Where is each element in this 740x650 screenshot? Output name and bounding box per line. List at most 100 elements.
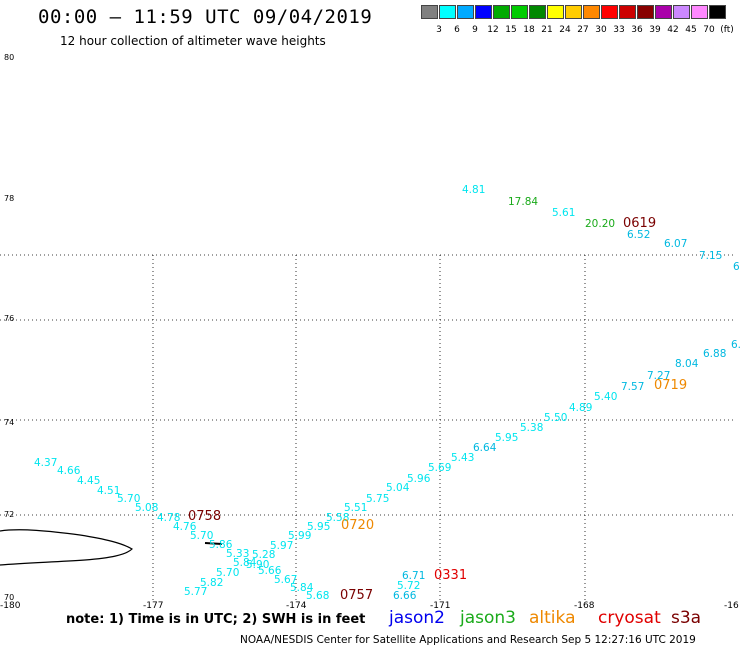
footnote: note: 1) Time is in UTC; 2) SWH is in fe…: [66, 612, 366, 627]
wave-height-value: 6.: [731, 339, 740, 351]
coastline-fragment: [204, 542, 223, 545]
color-swatch: [547, 5, 564, 19]
wave-height-value: 4.51: [97, 485, 121, 497]
color-scale-tick: 15: [505, 25, 517, 35]
wave-height-value: 5.70: [117, 493, 141, 505]
color-swatch: [511, 5, 528, 19]
color-scale-tick: 6: [454, 25, 460, 35]
pass-time-label: 0619: [623, 216, 657, 231]
color-scale-tick: 39: [649, 25, 661, 35]
wave-height-value: 4.78: [157, 512, 181, 524]
pass-time-label: 0720: [341, 518, 375, 533]
wave-height-value: 5.70: [216, 567, 240, 579]
color-scale-tick: 24: [559, 25, 571, 35]
wave-height-value: 6.07: [664, 238, 688, 250]
wave-height-value: 4.66: [57, 465, 81, 477]
wave-height-value: 5.68: [306, 590, 330, 602]
wave-height-value: 5.72: [397, 580, 421, 592]
mission-name: cryosat: [598, 608, 661, 628]
color-scale-tick: 18: [523, 25, 535, 35]
wave-height-value: 4.81: [462, 184, 486, 196]
wave-height-value: 5.75: [366, 493, 390, 505]
longitude-label: -174: [286, 601, 307, 611]
longitude-label: -16: [724, 601, 739, 611]
color-scale-tick: 3: [436, 25, 442, 35]
mission-name: jason2: [389, 608, 445, 628]
wave-height-value: 5.90: [246, 559, 270, 571]
wave-height-value: 5.84: [290, 582, 314, 594]
wave-height-value: 5.61: [552, 207, 576, 219]
wave-height-value: 5.69: [428, 462, 452, 474]
color-swatch: [619, 5, 636, 19]
color-swatch: [565, 5, 582, 19]
latitude-label: 80: [4, 53, 15, 62]
wave-height-value: 5.58: [326, 512, 350, 524]
wave-height-value: 5.82: [200, 577, 224, 589]
color-scale-tick: 27: [577, 25, 589, 35]
color-swatch: [673, 5, 690, 19]
latitude-label: 78: [4, 194, 15, 203]
wave-height-value: 4.89: [569, 402, 593, 414]
pass-time-label: 0719: [654, 378, 688, 393]
pass-time-label: 0331: [434, 568, 468, 583]
color-scale-tick: 12: [487, 25, 499, 35]
color-scale-tick: 30: [595, 25, 607, 35]
wave-height-value: 5.99: [288, 530, 312, 542]
color-swatch: [709, 5, 726, 19]
wave-height-value: 5.66: [258, 565, 282, 577]
color-scale-tick: 45: [685, 25, 697, 35]
wave-height-value: 5.08: [135, 502, 159, 514]
longitude-label: -171: [430, 601, 451, 611]
pass-time-label: 0757: [340, 588, 374, 603]
longitude-label: -177: [143, 601, 164, 611]
wave-height-value: 6.88: [703, 348, 727, 360]
color-scale-tick: 21: [541, 25, 553, 35]
mission-name: altika: [529, 608, 576, 628]
wave-height-value: 7.27: [647, 370, 671, 382]
lat-lon-grid: [0, 254, 736, 600]
wave-height-value: 5.38: [520, 422, 544, 434]
wave-height-value: 5.84: [233, 557, 257, 569]
color-swatch: [529, 5, 546, 19]
color-swatch: [583, 5, 600, 19]
wave-height-value: 4.45: [77, 475, 101, 487]
wave-height-value: 5.96: [407, 473, 431, 485]
latitude-label: 74: [4, 418, 15, 427]
wave-height-value: 5.43: [451, 452, 475, 464]
wave-height-value: 5.95: [307, 521, 331, 533]
color-scale-tick: 70: [703, 25, 715, 35]
wave-height-value: 5.86: [209, 539, 233, 551]
pass-time-label: 0758: [188, 509, 222, 524]
color-swatch: [421, 5, 438, 19]
wave-height-value: 20.20: [585, 218, 616, 230]
color-swatch: [475, 5, 492, 19]
color-scale-tick: 33: [613, 25, 625, 35]
longitude-label: -180: [0, 601, 21, 611]
wave-height-value: 5.50: [544, 412, 568, 424]
color-swatch: [655, 5, 672, 19]
wave-height-value: 5.77: [184, 586, 208, 598]
wave-height-value: 5.95: [495, 432, 519, 444]
wave-height-value: 4.76: [173, 521, 197, 533]
mission-name: s3a: [671, 608, 702, 628]
wave-height-value: 6.64: [473, 442, 497, 454]
color-scale-unit: (ft): [720, 25, 734, 35]
wave-height-value: 5.97: [270, 540, 294, 552]
color-swatch: [601, 5, 618, 19]
color-swatch: [637, 5, 654, 19]
wave-height-value: 5.40: [594, 391, 618, 403]
wave-height-value: 5.67: [274, 574, 298, 586]
wave-height-value: 7.57: [621, 381, 645, 393]
wave-height-value: 4.37: [34, 457, 58, 469]
color-swatch: [691, 5, 708, 19]
wave-height-value: 5.33: [226, 548, 250, 560]
wave-height-value: 6.66: [393, 590, 417, 602]
longitude-label: -168: [574, 601, 595, 611]
map-subtitle: 12 hour collection of altimeter wave hei…: [60, 34, 326, 48]
wave-height-value: 6.52: [627, 229, 651, 241]
wave-height-value: 5.70: [190, 530, 214, 542]
wave-height-value: 6.71: [402, 570, 426, 582]
wave-height-value: 5.51: [344, 502, 368, 514]
latitude-label: 76: [4, 314, 15, 323]
